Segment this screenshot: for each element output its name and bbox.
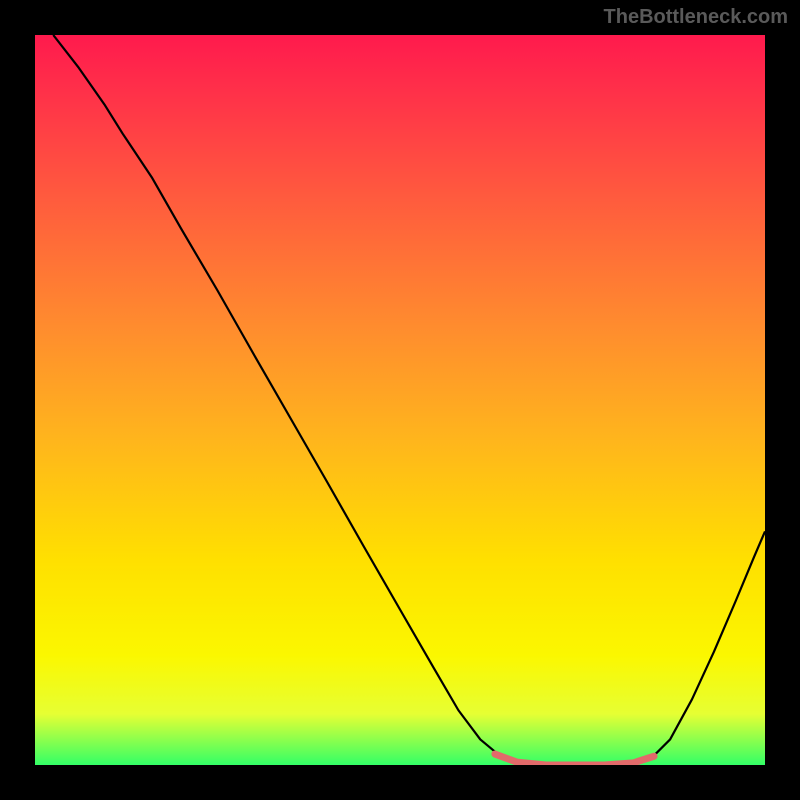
curve-layer bbox=[35, 35, 765, 765]
bottleneck-curve bbox=[53, 35, 765, 765]
watermark-text: TheBottleneck.com bbox=[604, 6, 788, 29]
highlight-segment bbox=[495, 754, 654, 765]
plot-area bbox=[35, 35, 765, 765]
